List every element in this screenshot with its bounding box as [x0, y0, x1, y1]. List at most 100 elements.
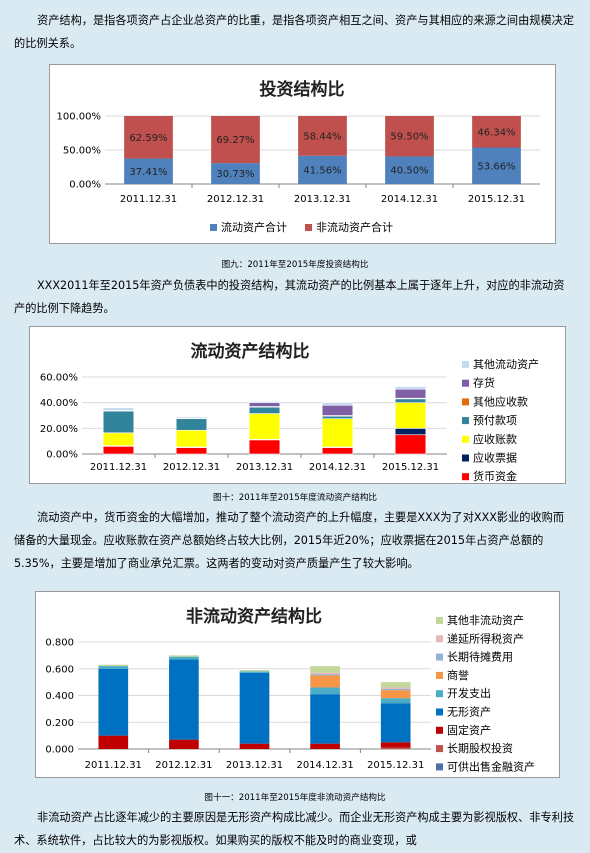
current-bar-segment — [321, 404, 354, 416]
figure-caption-10: 图十：2011年至2015年度流动资产结构比 — [212, 493, 378, 503]
investment-bar-segment — [124, 116, 173, 159]
current-bar-segment — [175, 429, 208, 448]
noncurrent-y-tick-label: 0.000 — [45, 745, 74, 756]
noncurrent-chart-title: 非流动资产结构比 — [186, 606, 322, 627]
current-x-tick-label: 2011.12.31 — [90, 462, 147, 473]
noncurrent-legend-swatch — [436, 671, 443, 679]
noncurrent-bar-segment — [169, 656, 199, 660]
investment-data-label: 58.44% — [303, 131, 341, 142]
current-y-tick-label: 40.00% — [40, 398, 78, 409]
investment-data-label: 41.56% — [303, 165, 341, 176]
noncurrent-legend-swatch — [436, 690, 443, 698]
noncurrent-bar-segment — [380, 742, 411, 748]
current-bar-segment — [102, 407, 135, 411]
investment-x-tick-label: 2014.12.31 — [381, 194, 438, 205]
current-legend-label: 存货 — [473, 376, 495, 390]
noncurrent-x-tick-label: 2013.12.31 — [226, 760, 283, 771]
investment-data-label: 30.73% — [216, 169, 254, 180]
noncurrent-y-tick-label: 0.800 — [45, 638, 74, 649]
noncurrent-legend-label: 开发支出 — [447, 686, 491, 700]
investment-x-tick-label: 2013.12.31 — [294, 194, 351, 205]
current-y-tick-label: 20.00% — [40, 424, 78, 435]
noncurrent-bar-segment — [239, 672, 270, 744]
investment-bar-segment — [385, 116, 434, 157]
investment-data-label: 53.66% — [477, 161, 515, 172]
noncurrent-bar-segment — [310, 674, 340, 676]
investment-bar-segment — [211, 163, 260, 184]
current-bar-segment — [102, 432, 135, 446]
noncurrent-legend-swatch — [436, 726, 443, 734]
investment-y-tick-label: 50.00% — [63, 146, 101, 157]
investment-y-tick-label: 0.00% — [69, 180, 101, 191]
noncurrent-x-tick-label: 2011.12.31 — [85, 760, 142, 771]
current-bar-segment — [248, 401, 281, 403]
noncurrent-bar-segment — [310, 743, 340, 749]
noncurrent-bar-segment — [239, 671, 270, 673]
chart-frame-investment: 投资结构比 0.00% 50.00% 100.00% 2011.12.31 37.41% 6… — [49, 64, 556, 244]
noncurrent-assets-structure-chart: 非流动资产结构比 0.000 0.200 0.400 0.600 0.800 2011.12… — [45, 606, 535, 773]
current-legend-swatch — [462, 417, 469, 425]
current-bar-segment — [321, 415, 354, 420]
noncurrent-bar-segment — [380, 747, 411, 749]
investment-x-tick-label: 2012.12.31 — [207, 194, 264, 205]
noncurrent-bar-segment — [169, 739, 199, 749]
current-bar-segment — [321, 447, 354, 455]
chart-frame-current-assets: 流动资产结构比 0.00% 20.00% 40.00% 60.00% 2011.12.31… — [29, 326, 566, 484]
current-x-tick-label: 2015.12.31 — [382, 462, 439, 473]
noncurrent-x-tick-label: 2015.12.31 — [367, 760, 424, 771]
noncurrent-y-tick-label: 0.600 — [45, 664, 74, 675]
investment-bar-segment — [298, 116, 347, 156]
current-bar-segment — [248, 413, 281, 440]
current-legend-label: 应收账款 — [473, 432, 517, 446]
paragraph-current-assets: 流动资产中，货币资金的大幅增加，推动了整个流动资产的上升幅度，主要是XXX为了对… — [14, 511, 565, 570]
investment-bar-segment — [124, 158, 173, 184]
chart-frame-noncurrent-assets: 非流动资产结构比 0.000 0.200 0.400 0.600 0.800 2011.12… — [35, 591, 560, 778]
investment-bar-segment — [472, 147, 521, 184]
current-legend-label: 应收票据 — [473, 451, 517, 465]
current-legend-label: 货币资金 — [473, 469, 517, 483]
current-bar-segment — [248, 402, 281, 407]
investment-data-label: 40.50% — [390, 166, 428, 177]
current-bar-segment — [394, 428, 427, 436]
current-x-tick-label: 2012.12.31 — [163, 462, 220, 473]
investment-legend-label: 非流动资产合计 — [316, 220, 393, 234]
current-legend-label: 其他流动资产 — [473, 357, 539, 371]
current-bar-segment — [102, 446, 135, 455]
investment-legend-swatch — [210, 224, 217, 231]
current-legend-swatch — [462, 435, 469, 443]
noncurrent-bar-segment — [98, 664, 129, 667]
current-bar-segment — [248, 406, 281, 414]
noncurrent-legend-label: 商誉 — [447, 668, 469, 682]
current-bar-segment — [248, 439, 281, 455]
current-y-tick-label: 60.00% — [40, 373, 78, 384]
current-bar-segment — [175, 416, 208, 419]
noncurrent-legend-label: 递延所得税资产 — [447, 631, 524, 645]
noncurrent-bar-segment — [169, 655, 199, 657]
noncurrent-legend-label: 可供出售金融资产 — [447, 759, 535, 773]
current-x-tick-label: 2014.12.31 — [309, 462, 366, 473]
noncurrent-bar-segment — [310, 675, 340, 688]
noncurrent-legend-swatch — [436, 745, 443, 753]
paragraph-investment-structure: XXX2011年至2015年资产负债表中的投资结构，其流动资产的比例基本上属于逐… — [14, 279, 565, 315]
noncurrent-legend-label: 固定资产 — [447, 723, 491, 737]
investment-bar-segment — [298, 155, 347, 184]
current-assets-structure-chart: 流动资产结构比 0.00% 20.00% 40.00% 60.00% 2011.12.31… — [40, 341, 539, 483]
noncurrent-bar-segment — [380, 690, 411, 699]
current-y-tick-label: 0.00% — [46, 450, 78, 461]
current-bar-segment — [321, 402, 354, 406]
investment-bar-segment — [385, 156, 434, 184]
current-bar-segment — [394, 398, 427, 403]
noncurrent-bar-segment — [380, 703, 411, 743]
current-bar-segment — [175, 418, 208, 431]
investment-bar-segment — [472, 116, 521, 148]
current-legend-swatch — [462, 398, 469, 406]
noncurrent-bar-segment — [98, 668, 129, 736]
current-legend-label: 预付款项 — [473, 413, 517, 427]
noncurrent-bar-segment — [380, 698, 411, 704]
current-bar-segment — [175, 447, 208, 455]
current-legend-swatch — [462, 379, 469, 387]
investment-x-tick-label: 2015.12.31 — [468, 194, 525, 205]
noncurrent-bar-segment — [380, 682, 411, 688]
investment-data-label: 59.50% — [390, 132, 428, 143]
noncurrent-x-tick-label: 2012.12.31 — [155, 760, 212, 771]
